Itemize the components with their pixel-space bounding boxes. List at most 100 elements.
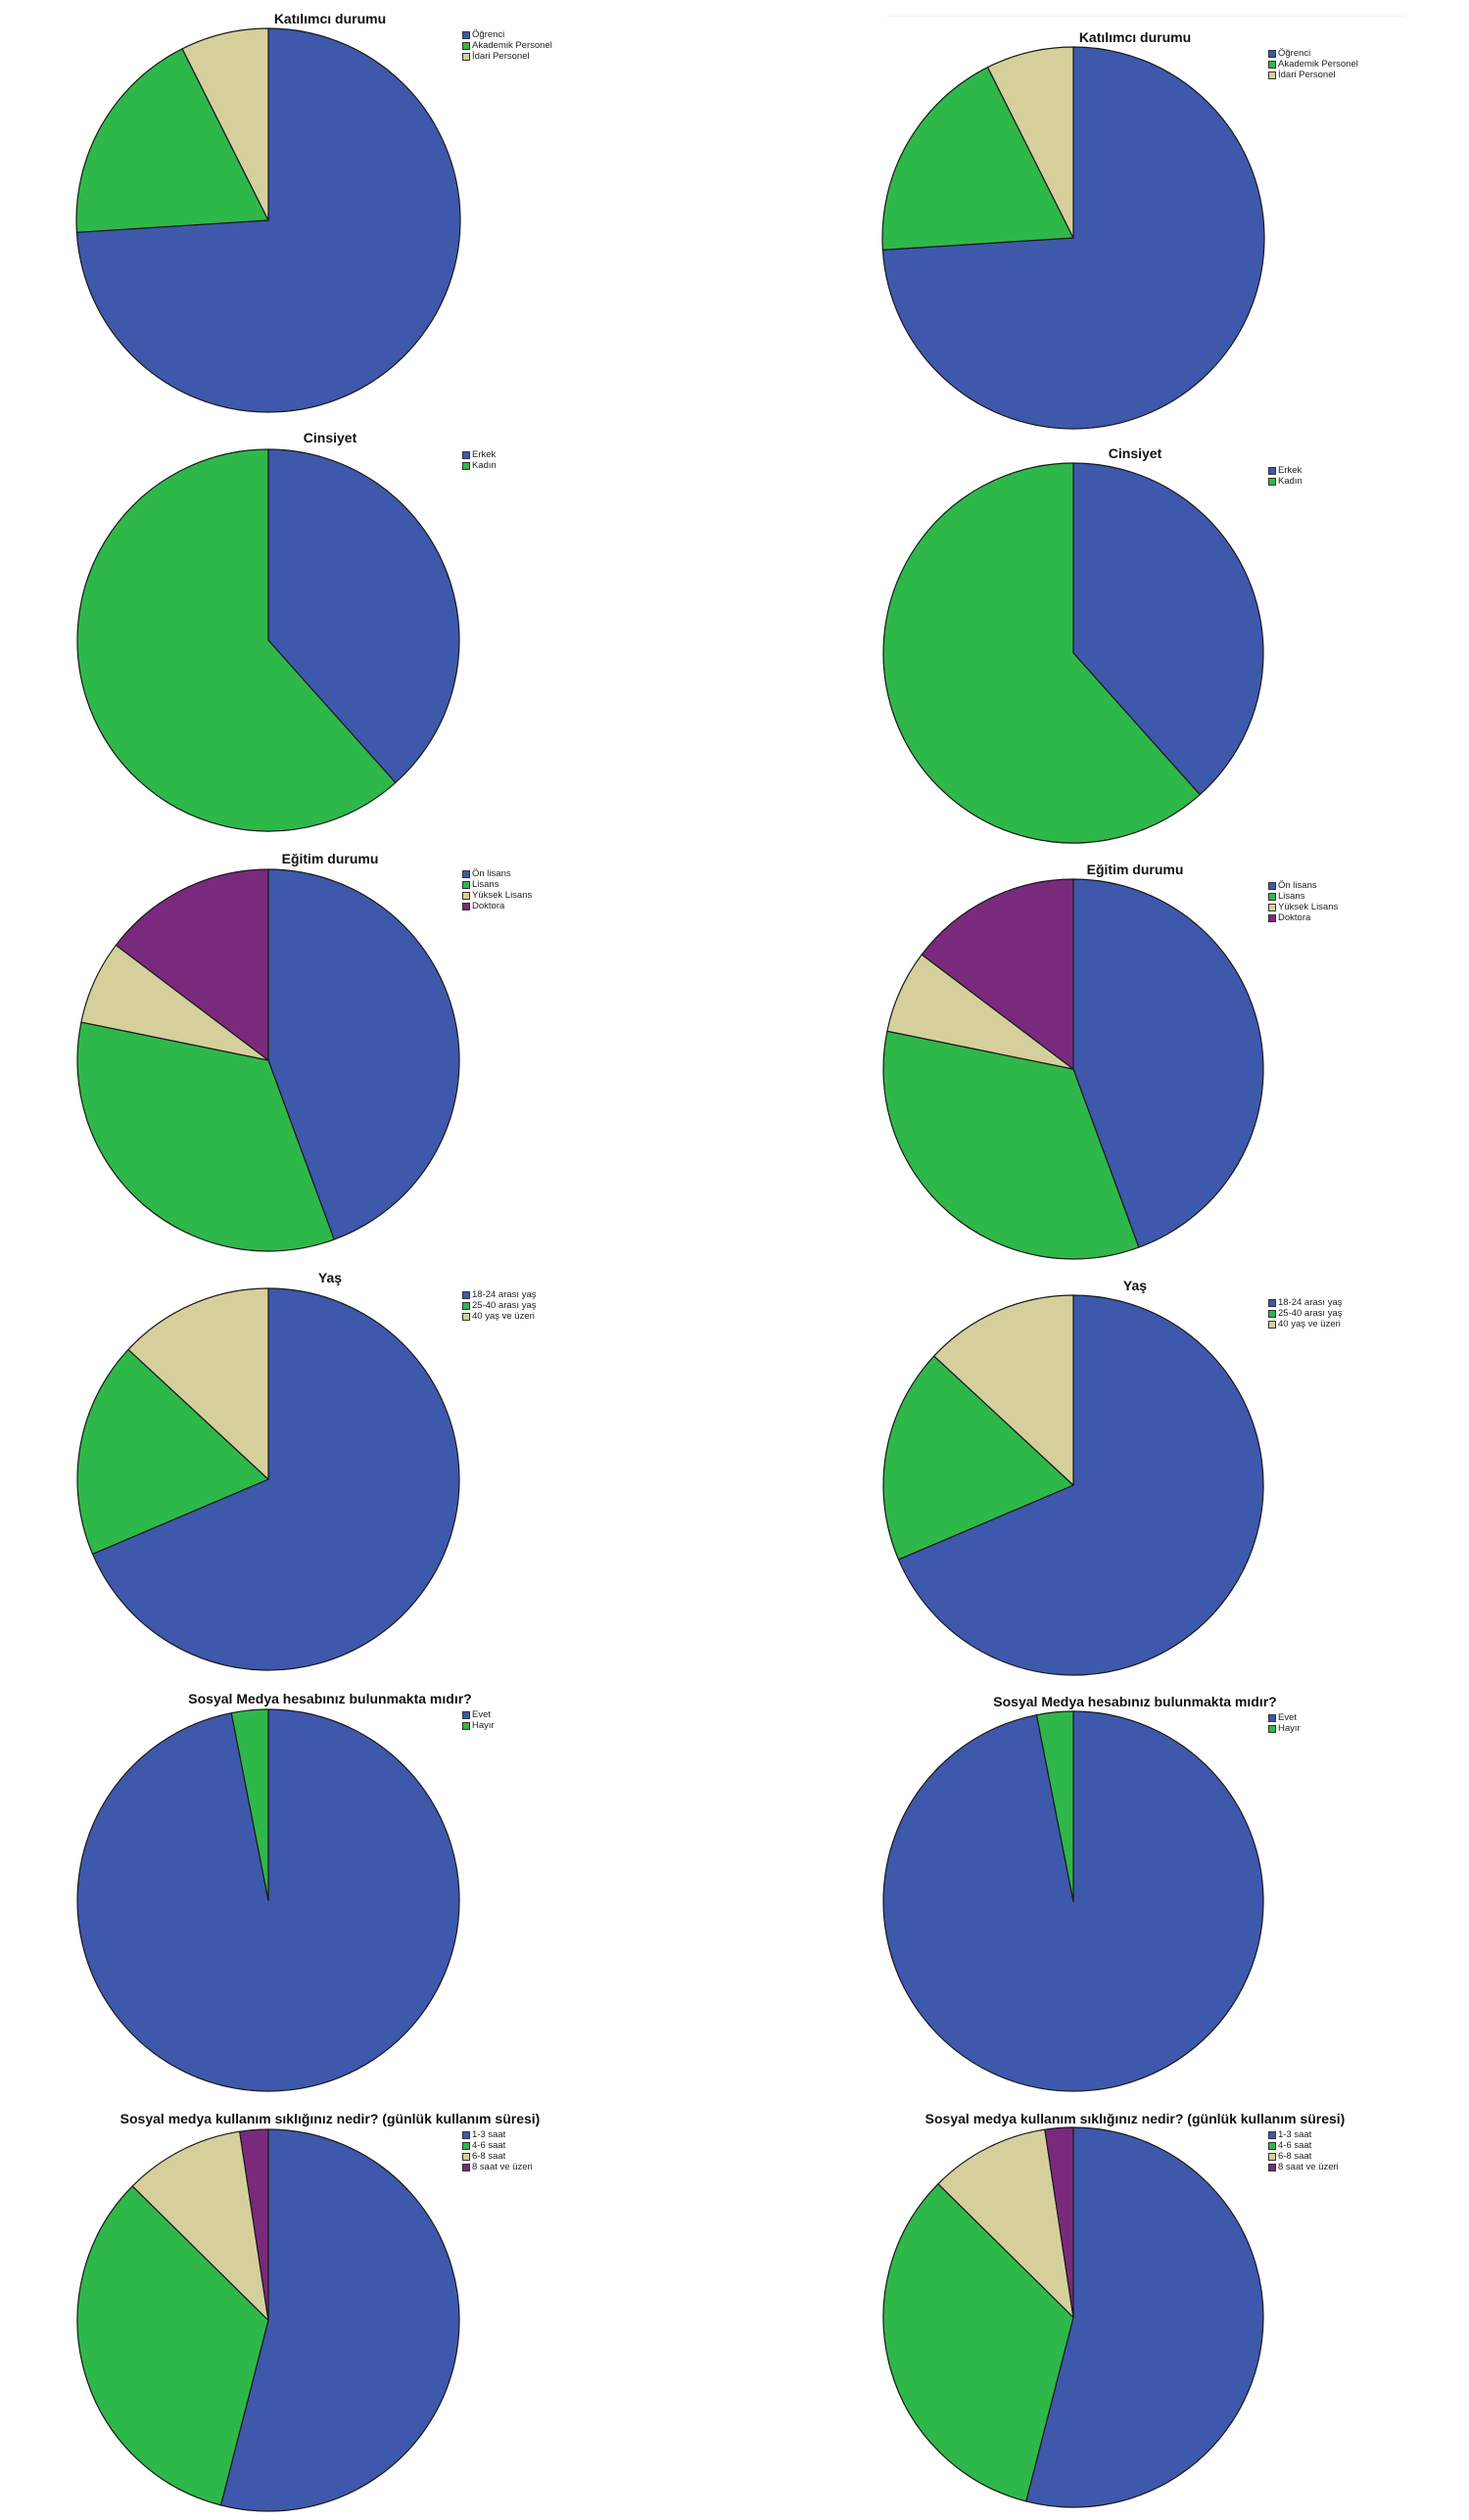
legend-swatch-icon (1268, 60, 1276, 69)
legend-swatch-icon (1268, 477, 1276, 486)
legend-swatch-icon (462, 1290, 470, 1299)
legend-item: Erkek (1268, 465, 1303, 476)
chart-legend: Evet Hayır (1268, 1712, 1301, 1734)
pie-chart-left-1 (76, 448, 460, 832)
chart-legend: Erkek Kadın (462, 449, 497, 471)
legend-swatch-icon (1268, 2141, 1276, 2150)
legend-label: Ön lisans (1278, 880, 1317, 891)
legend-swatch-icon (462, 1312, 470, 1321)
legend-swatch-icon (462, 30, 470, 39)
chart-title: Sosyal Medya hesabınız bulunmakta mıdır? (188, 1691, 472, 1706)
chart-legend: 18-24 arası yaş 25-40 arası yaş 40 yaş ve … (1268, 1297, 1342, 1330)
pie-slice (1072, 462, 1264, 796)
right-column-top-border (886, 16, 1405, 17)
pie-slice (882, 2183, 1074, 2502)
pie-chart-left-2 (76, 868, 460, 1252)
pie-slice (76, 448, 397, 832)
legend-item: 6-8 saat (1268, 2151, 1339, 2162)
legend-swatch-icon (1268, 1724, 1276, 1733)
pie-chart-left-3 (76, 1287, 460, 1671)
legend-swatch-icon (1268, 70, 1276, 79)
chart-legend: Ön lisans Lisans Yüksek Lisans Doktora (1268, 880, 1338, 923)
legend-item: Öğrenci (462, 29, 552, 40)
legend-swatch-icon (1268, 2163, 1276, 2171)
chart-title: Eğitim durumu (1086, 862, 1184, 877)
legend-label: 8 saat ve üzeri (1278, 2162, 1339, 2172)
legend-swatch-icon (1268, 49, 1276, 58)
chart-title: Cinsiyet (1108, 445, 1162, 461)
pie-slice (230, 1708, 269, 1901)
legend-label: Erkek (472, 449, 497, 460)
pie-slice (882, 1030, 1140, 1260)
legend-label: Lisans (1278, 891, 1305, 902)
pie-slice (882, 462, 1201, 844)
legend-item: Akademik Personel (462, 40, 552, 51)
legend-swatch-icon (462, 1721, 470, 1730)
legend-label: Erkek (1278, 465, 1303, 476)
legend-item: 1-3 saat (462, 2129, 533, 2140)
pie-slice (181, 27, 269, 221)
legend-item: 18-24 arası yaş (1268, 1297, 1342, 1308)
legend-label: Doktora (1278, 912, 1311, 923)
legend-label: 18-24 arası yaş (1278, 1297, 1343, 1308)
pie-chart-right-5 (882, 2126, 1264, 2508)
chart-title: Katılımcı durumu (1078, 29, 1192, 45)
legend-swatch-icon (1268, 1713, 1276, 1722)
chart-title: Sosyal medya kullanım sıklığınız nedir? … (119, 2111, 541, 2126)
pie-chart-left-0 (75, 27, 461, 413)
pie-slice (881, 67, 1074, 251)
pie-slice (76, 2185, 269, 2506)
pie-slice (1025, 2126, 1264, 2508)
legend-item: Yüksek Lisans (1268, 902, 1338, 912)
pie-slice (76, 1348, 269, 1555)
pie-slice (933, 1294, 1074, 1486)
pie-slice (91, 1287, 460, 1671)
legend-label: 1-3 saat (472, 2129, 506, 2140)
legend-swatch-icon (462, 902, 470, 910)
legend-label: Kadın (472, 460, 497, 471)
legend-swatch-icon (1268, 1320, 1276, 1329)
pie-slice (267, 868, 460, 1240)
chart-legend: Öğrenci Akademik Personel İdari Personel (1268, 48, 1358, 80)
legend-item: Öğrenci (1268, 48, 1358, 59)
legend-label: Öğrenci (1278, 48, 1311, 59)
legend-item: Ön lisans (1268, 880, 1338, 891)
legend-swatch-icon (462, 869, 470, 878)
legend-item: İdari Personel (1268, 70, 1358, 80)
legend-swatch-icon (1268, 2152, 1276, 2161)
legend-label: 40 yaş ve üzeri (472, 1311, 535, 1322)
legend-item: İdari Personel (462, 51, 552, 62)
legend-swatch-icon (462, 2152, 470, 2161)
legend-swatch-icon (462, 52, 470, 61)
chart-legend: 1-3 saat 4-6 saat 6-8 saat 8 saat ve üzeri (462, 2129, 533, 2172)
legend-item: Lisans (1268, 891, 1338, 902)
chart-title: Yaş (1122, 1278, 1148, 1293)
legend-label: 1-3 saat (1278, 2129, 1312, 2140)
legend-swatch-icon (1268, 1298, 1276, 1307)
legend-label: 25-40 arası yaş (1278, 1308, 1343, 1319)
legend-item: 25-40 arası yaş (1268, 1308, 1342, 1319)
legend-label: 40 yaş ve üzeri (1278, 1319, 1341, 1330)
pie-chart-right-4 (882, 1710, 1264, 2092)
legend-swatch-icon (462, 1710, 470, 1719)
pie-slice (897, 1294, 1264, 1676)
legend-swatch-icon (462, 450, 470, 459)
legend-label: 4-6 saat (1278, 2140, 1312, 2151)
legend-swatch-icon (462, 461, 470, 470)
legend-swatch-icon (1268, 892, 1276, 901)
legend-label: 6-8 saat (1278, 2151, 1312, 2162)
legend-swatch-icon (462, 891, 470, 900)
legend-swatch-icon (462, 2130, 470, 2139)
legend-label: Ön lisans (472, 868, 511, 879)
legend-item: Hayır (462, 1720, 495, 1731)
pie-slice (267, 448, 460, 784)
pie-slice (131, 2130, 269, 2321)
legend-label: Öğrenci (472, 29, 505, 40)
legend-swatch-icon (1268, 913, 1276, 922)
legend-label: İdari Personel (1278, 70, 1336, 80)
chart-title: Katılımcı durumu (273, 11, 387, 26)
legend-label: Hayır (1278, 1723, 1301, 1734)
legend-item: Doktora (462, 901, 532, 911)
chart-title: Sosyal medya kullanım sıklığınız nedir? … (924, 2111, 1346, 2126)
